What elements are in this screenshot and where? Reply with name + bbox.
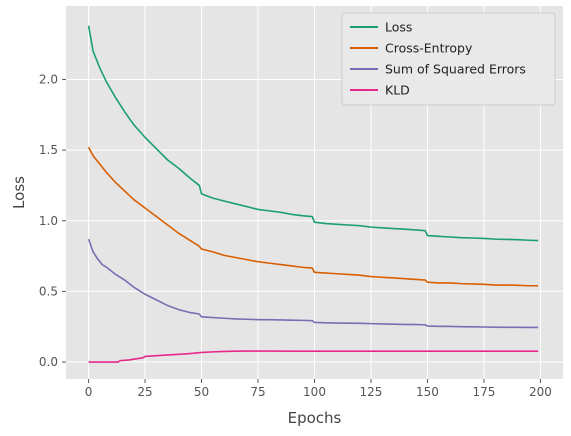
series-line-2 — [87, 238, 539, 329]
series-layer — [87, 25, 539, 363]
legend-label: Loss — [385, 20, 412, 35]
y-axis-ticks: 0.0 0.5 1.0 1.5 2.0 — [39, 72, 66, 369]
x-tick-label: 0 — [85, 385, 93, 399]
x-tick-label: 175 — [472, 385, 495, 399]
legend-label: KLD — [385, 83, 410, 98]
y-tick-label: 0.0 — [39, 355, 58, 369]
x-tick-label: 100 — [303, 385, 326, 399]
y-axis-title: Loss — [10, 176, 28, 209]
legend: Loss Cross-Entropy Sum of Squared Errors KL… — [341, 12, 556, 106]
y-tick-label: 2.0 — [39, 72, 58, 86]
x-tick-label: 75 — [250, 385, 265, 399]
x-tick-label: 125 — [360, 385, 383, 399]
x-tick-label: 150 — [416, 385, 439, 399]
legend-box — [341, 12, 556, 106]
x-tick-label: 50 — [194, 385, 209, 399]
y-tick-label: 0.5 — [39, 284, 58, 298]
x-axis-ticks: 0 25 50 75 100 125 150 175 200 — [85, 379, 552, 399]
series-line-0 — [87, 25, 539, 242]
legend-label: Sum of Squared Errors — [385, 62, 526, 77]
series-line-1 — [87, 146, 539, 287]
x-tick-label: 200 — [529, 385, 552, 399]
series-line-3 — [88, 350, 539, 363]
x-tick-label: 25 — [137, 385, 152, 399]
y-tick-label: 1.0 — [39, 214, 58, 228]
y-tick-label: 1.5 — [39, 143, 58, 157]
x-axis-title: Epochs — [288, 409, 342, 427]
legend-label: Cross-Entropy — [385, 41, 473, 56]
